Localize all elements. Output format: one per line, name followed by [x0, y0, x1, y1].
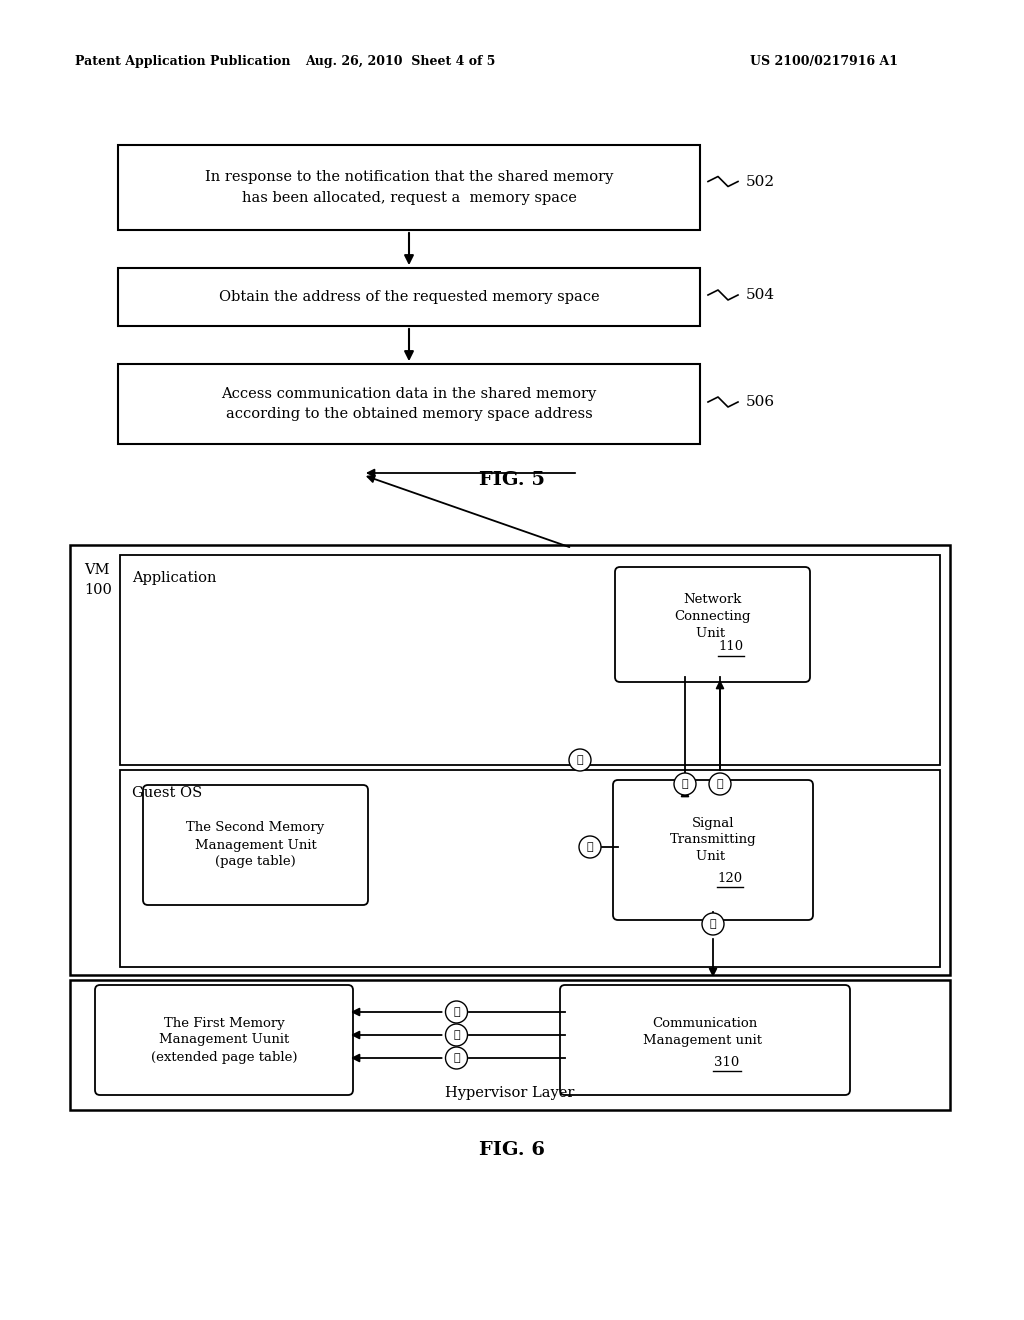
FancyBboxPatch shape [143, 785, 368, 906]
Circle shape [569, 748, 591, 771]
FancyBboxPatch shape [120, 770, 940, 968]
Text: FIG. 6: FIG. 6 [479, 1140, 545, 1159]
Circle shape [674, 774, 696, 795]
FancyBboxPatch shape [613, 780, 813, 920]
Text: ②: ② [717, 779, 723, 789]
Text: VM: VM [84, 564, 110, 577]
Text: Patent Application Publication: Patent Application Publication [75, 55, 291, 69]
Circle shape [702, 913, 724, 935]
Text: Access communication data in the shared memory
according to the obtained memory : Access communication data in the shared … [221, 387, 597, 421]
Text: 110: 110 [718, 640, 743, 653]
Text: Hypervisor Layer: Hypervisor Layer [445, 1086, 574, 1100]
Circle shape [709, 774, 731, 795]
Text: 100: 100 [84, 583, 112, 597]
Text: Communication
Management unit: Communication Management unit [643, 1016, 767, 1047]
Circle shape [445, 1001, 468, 1023]
Circle shape [579, 836, 601, 858]
FancyBboxPatch shape [70, 979, 950, 1110]
Text: The First Memory
Management Uunit
(extended page table): The First Memory Management Uunit (exten… [151, 1016, 297, 1064]
Text: 504: 504 [746, 288, 775, 302]
Text: ④: ④ [682, 779, 688, 789]
Text: FIG. 5: FIG. 5 [479, 471, 545, 488]
FancyBboxPatch shape [95, 985, 353, 1096]
FancyBboxPatch shape [560, 985, 850, 1096]
Text: Application: Application [132, 572, 216, 585]
Text: 310: 310 [715, 1056, 739, 1068]
Circle shape [445, 1047, 468, 1069]
Text: ⑥: ⑥ [710, 919, 717, 929]
Text: ⑤: ⑤ [587, 842, 593, 851]
Text: ①: ① [454, 1007, 460, 1016]
Text: 120: 120 [718, 871, 742, 884]
FancyBboxPatch shape [118, 268, 700, 326]
FancyBboxPatch shape [118, 364, 700, 444]
FancyBboxPatch shape [120, 554, 940, 766]
Text: ⑦: ⑦ [454, 1030, 460, 1040]
Text: 502: 502 [746, 174, 775, 189]
Text: In response to the notification that the shared memory
has been allocated, reque: In response to the notification that the… [205, 170, 613, 205]
Text: 506: 506 [746, 395, 775, 409]
Text: ③: ③ [577, 755, 584, 766]
FancyBboxPatch shape [615, 568, 810, 682]
Text: The Second Memory
Management Unit
(page table): The Second Memory Management Unit (page … [186, 821, 325, 869]
Circle shape [445, 1024, 468, 1045]
FancyBboxPatch shape [118, 145, 700, 230]
Text: Obtain the address of the requested memory space: Obtain the address of the requested memo… [219, 290, 599, 304]
Text: Signal
Transmitting
Unit: Signal Transmitting Unit [670, 817, 757, 863]
Text: US 2100/0217916 A1: US 2100/0217916 A1 [750, 55, 898, 69]
Text: Aug. 26, 2010  Sheet 4 of 5: Aug. 26, 2010 Sheet 4 of 5 [305, 55, 496, 69]
Text: Network
Connecting
Unit: Network Connecting Unit [674, 593, 751, 640]
FancyBboxPatch shape [70, 545, 950, 975]
Text: ⑧: ⑧ [454, 1053, 460, 1063]
Text: Guest OS: Guest OS [132, 785, 203, 800]
